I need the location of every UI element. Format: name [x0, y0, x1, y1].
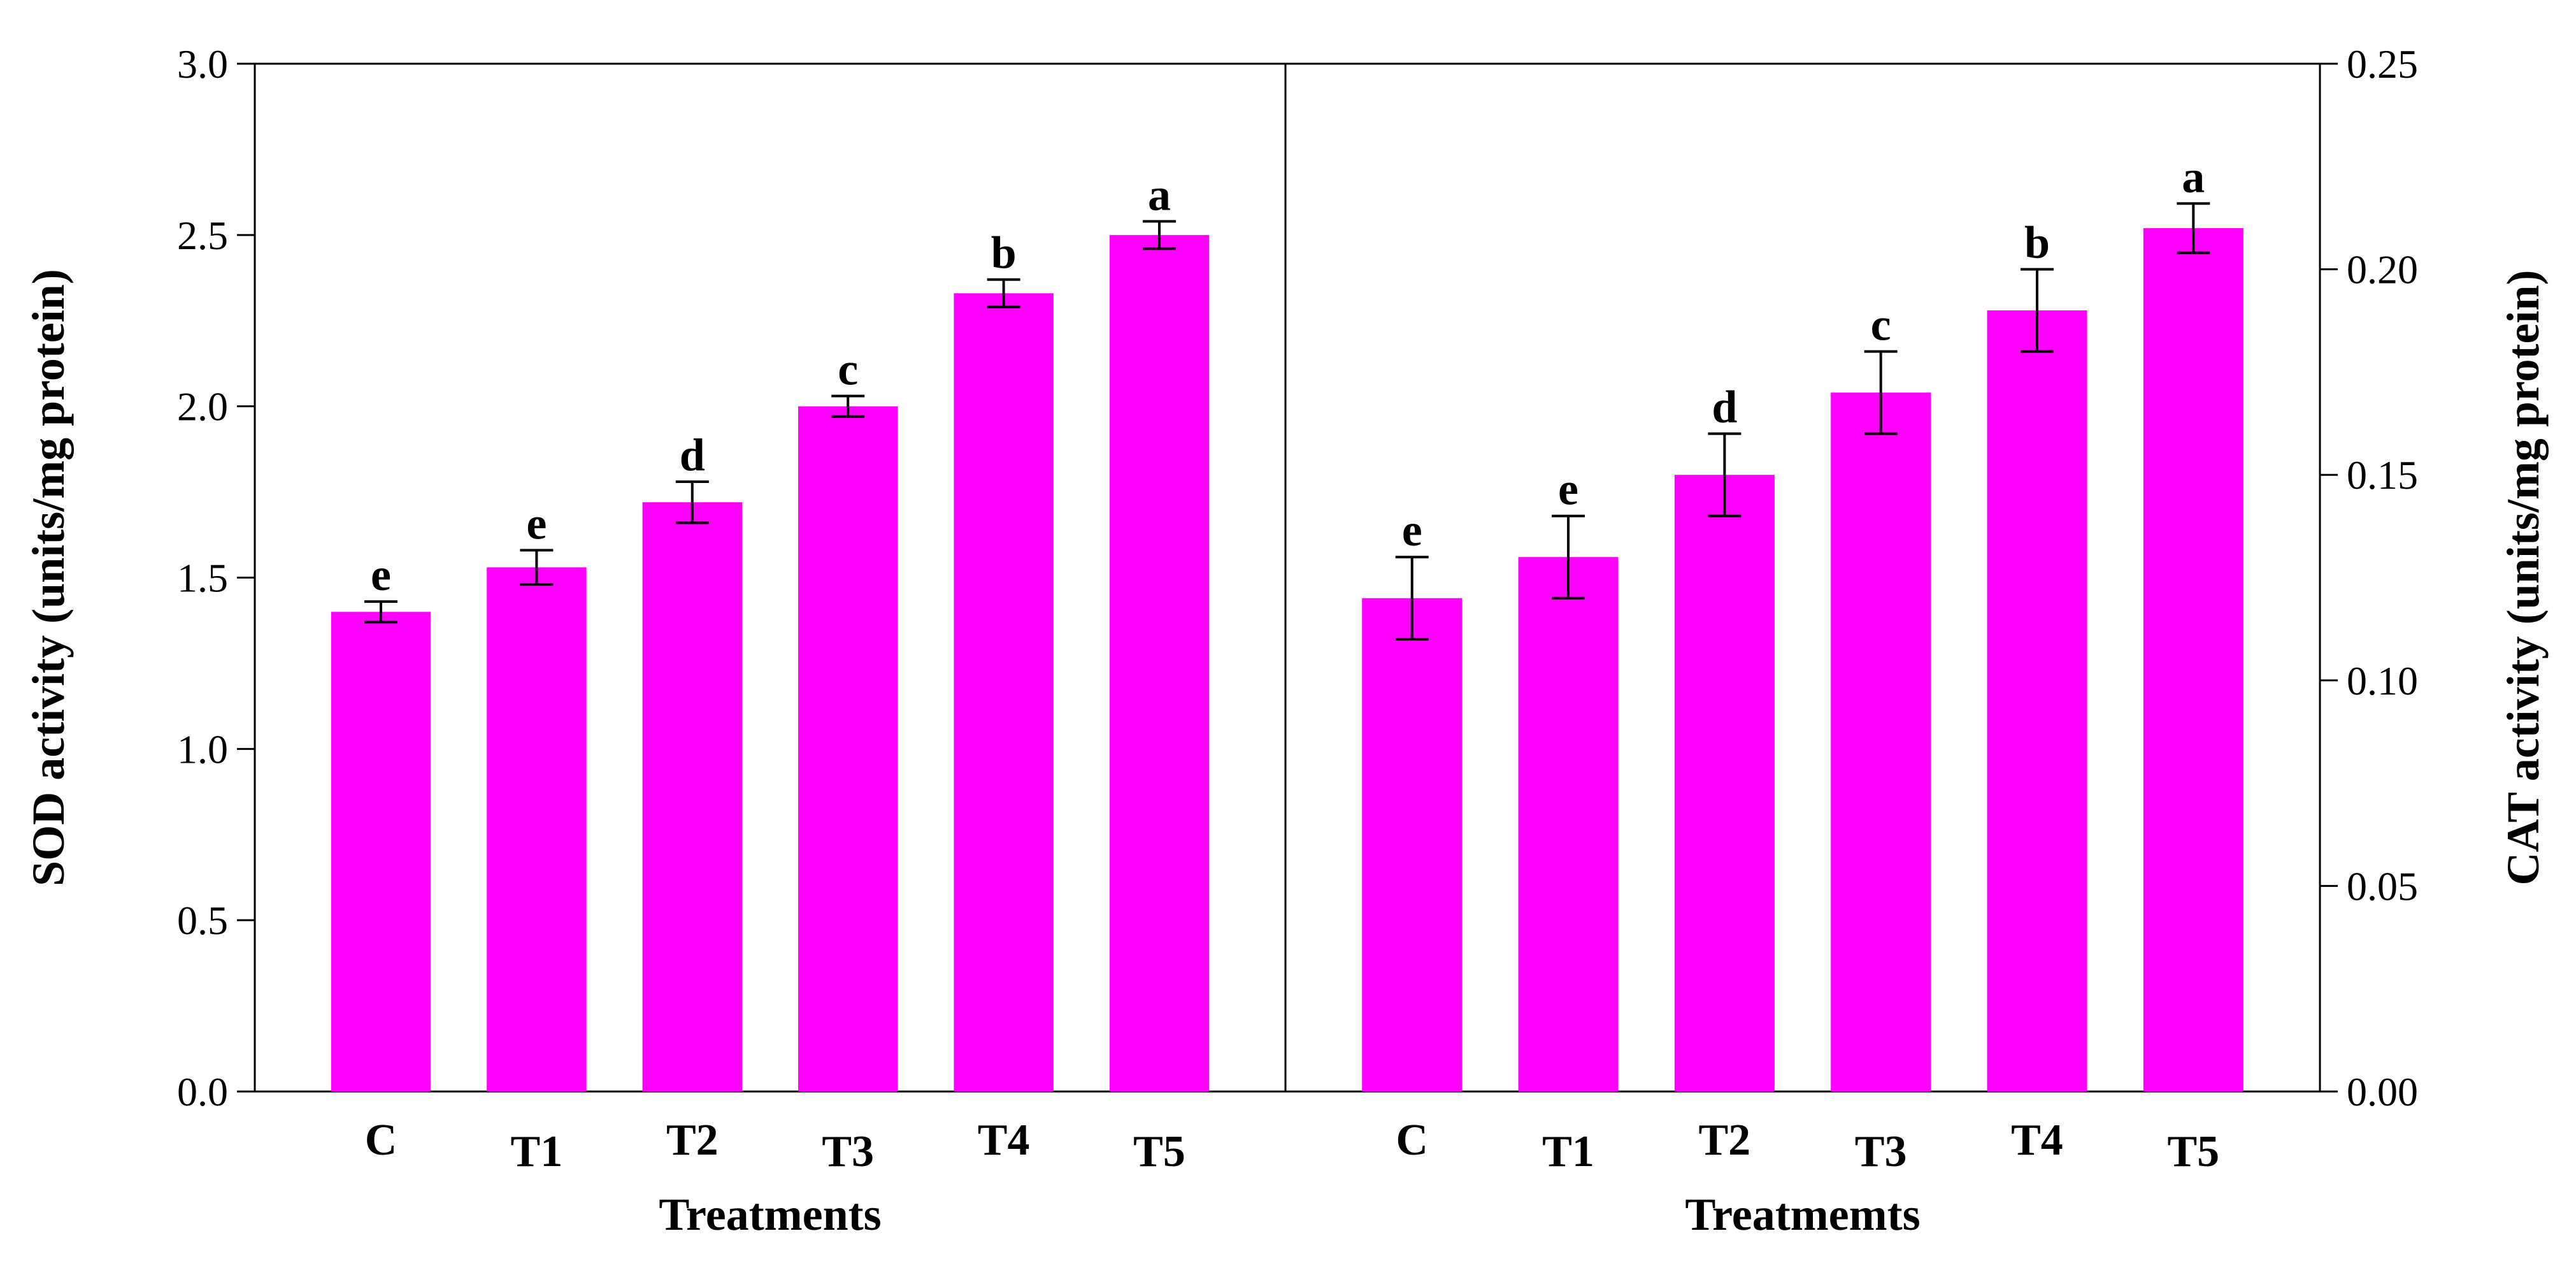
bar: [487, 567, 587, 1092]
category-label: C: [1396, 1116, 1428, 1165]
significance-letter: b: [2024, 217, 2050, 268]
significance-letter: c: [838, 344, 858, 395]
y-tick-label: 3.0: [177, 41, 228, 87]
category-label: T1: [1542, 1127, 1594, 1176]
significance-letter: e: [1402, 505, 1422, 556]
bar: [642, 502, 743, 1092]
significance-letter: e: [526, 498, 547, 549]
significance-letter: e: [1558, 464, 1578, 515]
bar: [1109, 234, 1210, 1092]
category-label: T3: [1855, 1127, 1907, 1176]
category-label: T4: [2011, 1116, 2063, 1165]
bar: [798, 406, 898, 1092]
y-tick-label: 0.10: [2347, 658, 2418, 703]
category-label: T3: [822, 1127, 874, 1176]
y-tick-label: 1.5: [177, 556, 228, 601]
y-tick-label: 0.15: [2347, 452, 2418, 498]
y-axis-title: CAT activity (units/mg protein): [2498, 270, 2549, 886]
significance-letter: b: [991, 227, 1017, 278]
significance-letter: a: [1148, 169, 1171, 220]
cat-panel: 0.00 0.05 0.10 0.15 0.20 0.25 e Ce T1 d T2 c T3 b T4 a T…: [1362, 41, 2549, 1240]
significance-letter: d: [1712, 382, 1737, 433]
y-axis-title: SOD activity (units/mg protein): [23, 269, 74, 886]
bar: [1518, 557, 1619, 1092]
sod-panel: 0.0 0.5 1.0 1.5 2.0 2.5 3.0 e Ce T1 d T2 c T3 b T4 a T5 Tr…: [23, 41, 1210, 1240]
y-tick-label: 0.00: [2347, 1069, 2418, 1114]
y-tick-label: 0.20: [2347, 247, 2418, 292]
category-label: C: [365, 1116, 397, 1165]
category-label: T2: [1698, 1116, 1750, 1165]
y-tick-label: 0.25: [2347, 41, 2418, 87]
bar: [331, 612, 431, 1092]
y-tick-label: 0.05: [2347, 863, 2418, 909]
y-tick-label: 2.0: [177, 384, 228, 429]
bar: [1987, 310, 2087, 1092]
significance-letter: e: [371, 549, 391, 600]
category-label: T2: [666, 1116, 719, 1165]
category-label: T4: [978, 1116, 1030, 1165]
bar: [1362, 598, 1463, 1092]
y-tick-label: 1.0: [177, 726, 228, 772]
bar: [1674, 475, 1775, 1092]
bar: [1831, 393, 1931, 1092]
category-label: T5: [2167, 1127, 2219, 1176]
significance-letter: d: [680, 429, 705, 480]
y-tick-label: 0.0: [177, 1069, 228, 1114]
bar: [954, 293, 1054, 1092]
x-axis-title: Treatments: [659, 1189, 881, 1240]
x-axis-title: Treatmemts: [1685, 1189, 1920, 1240]
y-tick-label: 2.5: [177, 213, 228, 258]
category-label: T5: [1133, 1127, 1185, 1176]
category-label: T1: [511, 1127, 563, 1176]
y-tick-label: 0.5: [177, 898, 228, 943]
significance-letter: c: [1871, 299, 1891, 350]
significance-letter: a: [2182, 151, 2205, 202]
bar: [2143, 228, 2243, 1092]
